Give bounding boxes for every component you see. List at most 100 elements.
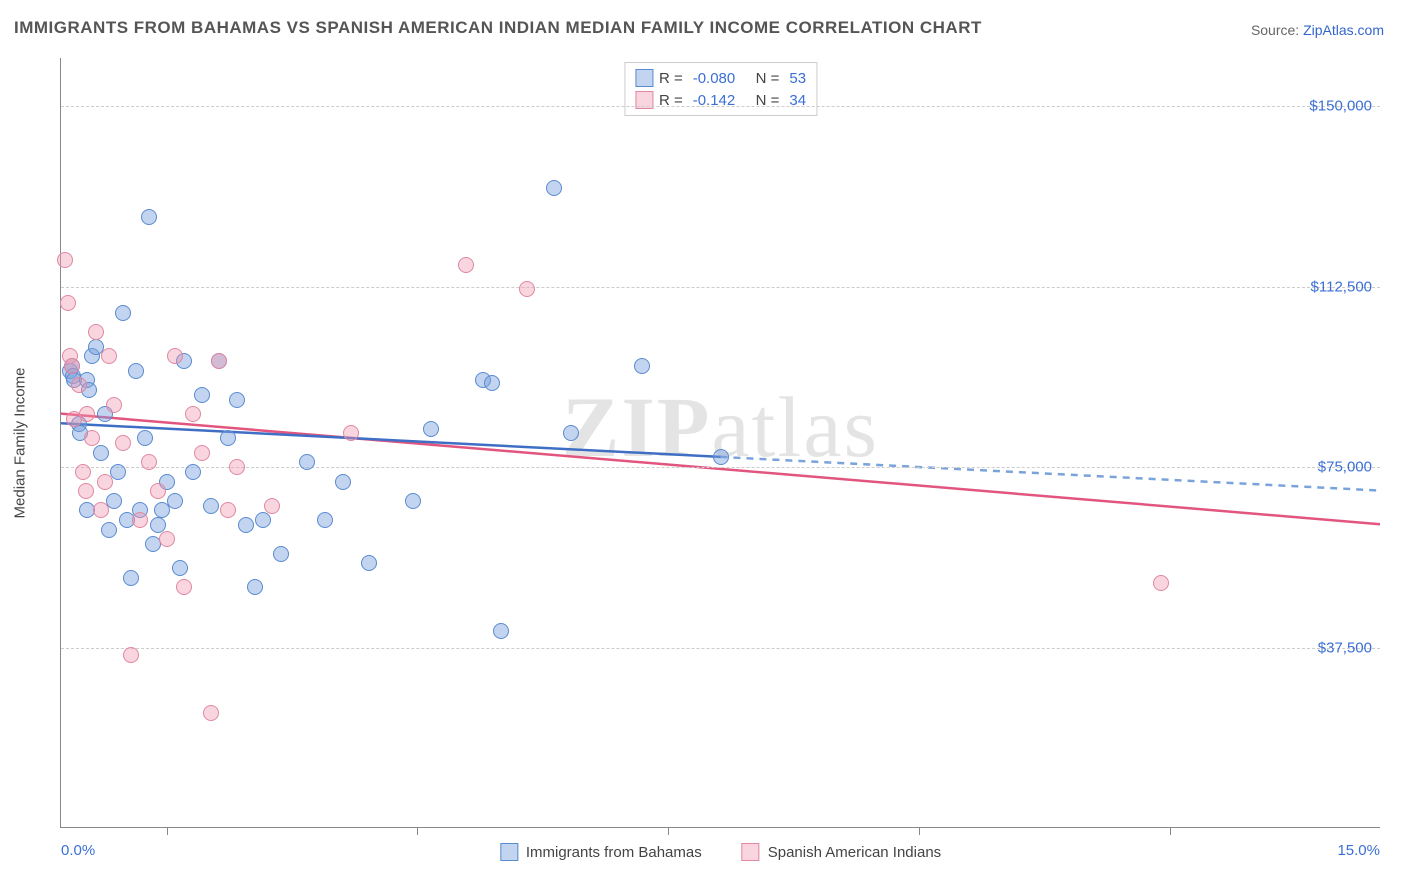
data-point-spanish	[185, 406, 201, 422]
data-point-spanish	[57, 252, 73, 268]
x-axis-min-label: 0.0%	[61, 842, 95, 859]
data-point-bahamas	[106, 493, 122, 509]
data-point-spanish	[343, 425, 359, 441]
data-point-bahamas	[203, 498, 219, 514]
swatch-bahamas	[635, 69, 653, 87]
data-point-spanish	[141, 454, 157, 470]
data-point-bahamas	[115, 305, 131, 321]
data-point-spanish	[159, 531, 175, 547]
correlation-legend: R = -0.080 N = 53 R = -0.142 N = 34	[624, 62, 817, 116]
data-point-spanish	[132, 512, 148, 528]
y-tick-label: $75,000	[1318, 459, 1372, 476]
data-point-bahamas	[299, 454, 315, 470]
data-point-spanish	[203, 705, 219, 721]
data-point-spanish	[150, 483, 166, 499]
data-point-bahamas	[172, 560, 188, 576]
y-tick-label: $37,500	[1318, 639, 1372, 656]
chart-container: Median Family Income ZIPatlas R = -0.080…	[50, 58, 1390, 828]
legend-item-bahamas: Immigrants from Bahamas	[500, 843, 702, 861]
data-point-bahamas	[137, 430, 153, 446]
data-point-spanish	[167, 348, 183, 364]
data-point-bahamas	[405, 493, 421, 509]
source-label: Source:	[1251, 22, 1299, 38]
swatch-spanish	[742, 843, 760, 861]
x-tick	[919, 827, 920, 835]
data-point-bahamas	[150, 517, 166, 533]
data-point-spanish	[194, 445, 210, 461]
data-point-bahamas	[484, 375, 500, 391]
data-point-bahamas	[361, 555, 377, 571]
data-point-bahamas	[229, 392, 245, 408]
source-link[interactable]: ZipAtlas.com	[1303, 22, 1384, 38]
data-point-bahamas	[185, 464, 201, 480]
legend-label-spanish: Spanish American Indians	[768, 844, 941, 861]
gridline	[61, 106, 1380, 107]
y-tick-label: $112,500	[1311, 278, 1372, 295]
data-point-spanish	[64, 358, 80, 374]
data-point-bahamas	[238, 517, 254, 533]
data-point-bahamas	[101, 522, 117, 538]
data-point-spanish	[229, 459, 245, 475]
data-point-bahamas	[563, 425, 579, 441]
data-point-spanish	[71, 377, 87, 393]
data-point-spanish	[84, 430, 100, 446]
data-point-spanish	[220, 502, 236, 518]
y-tick-label: $150,000	[1309, 98, 1372, 115]
data-point-spanish	[519, 281, 535, 297]
data-point-bahamas	[93, 445, 109, 461]
source-attribution: Source: ZipAtlas.com	[1251, 22, 1384, 38]
data-point-spanish	[79, 406, 95, 422]
data-point-spanish	[211, 353, 227, 369]
data-point-spanish	[176, 579, 192, 595]
data-point-bahamas	[335, 474, 351, 490]
data-point-bahamas	[255, 512, 271, 528]
x-tick	[1170, 827, 1171, 835]
data-point-spanish	[88, 324, 104, 340]
x-tick	[668, 827, 669, 835]
watermark-zip: ZIP	[562, 379, 711, 475]
n-value-bahamas: 53	[789, 70, 806, 87]
gridline	[61, 287, 1380, 288]
r-value-bahamas: -0.080	[693, 70, 736, 87]
legend-item-spanish: Spanish American Indians	[742, 843, 941, 861]
data-point-spanish	[97, 474, 113, 490]
legend-row-bahamas: R = -0.080 N = 53	[635, 67, 806, 89]
gridline	[61, 467, 1380, 468]
x-tick	[167, 827, 168, 835]
data-point-bahamas	[423, 421, 439, 437]
chart-title: IMMIGRANTS FROM BAHAMAS VS SPANISH AMERI…	[14, 18, 982, 38]
data-point-spanish	[458, 257, 474, 273]
data-point-bahamas	[546, 180, 562, 196]
data-point-spanish	[115, 435, 131, 451]
data-point-bahamas	[247, 579, 263, 595]
legend-row-spanish: R = -0.142 N = 34	[635, 89, 806, 111]
trend-lines-svg	[61, 58, 1380, 827]
watermark-atlas: atlas	[711, 379, 879, 475]
plot-area: ZIPatlas R = -0.080 N = 53 R = -0.142 N …	[60, 58, 1380, 828]
series-legend: Immigrants from Bahamas Spanish American…	[500, 843, 941, 861]
data-point-bahamas	[123, 570, 139, 586]
x-axis-max-label: 15.0%	[1337, 842, 1380, 859]
data-point-spanish	[123, 647, 139, 663]
data-point-bahamas	[493, 623, 509, 639]
data-point-bahamas	[317, 512, 333, 528]
data-point-spanish	[75, 464, 91, 480]
data-point-spanish	[60, 295, 76, 311]
data-point-bahamas	[220, 430, 236, 446]
r-label: R =	[659, 70, 683, 87]
data-point-spanish	[93, 502, 109, 518]
swatch-bahamas	[500, 843, 518, 861]
data-point-bahamas	[273, 546, 289, 562]
gridline	[61, 648, 1380, 649]
x-tick	[417, 827, 418, 835]
data-point-bahamas	[634, 358, 650, 374]
n-label: N =	[756, 70, 780, 87]
data-point-bahamas	[194, 387, 210, 403]
y-axis-label: Median Family Income	[12, 368, 29, 519]
data-point-spanish	[1153, 575, 1169, 591]
data-point-bahamas	[128, 363, 144, 379]
data-point-spanish	[106, 397, 122, 413]
data-point-bahamas	[110, 464, 126, 480]
legend-label-bahamas: Immigrants from Bahamas	[526, 844, 702, 861]
data-point-spanish	[78, 483, 94, 499]
